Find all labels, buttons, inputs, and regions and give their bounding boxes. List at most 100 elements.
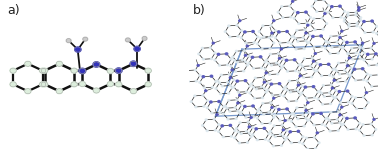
- Circle shape: [298, 71, 300, 73]
- Circle shape: [330, 84, 332, 86]
- Circle shape: [339, 37, 341, 38]
- Circle shape: [351, 96, 353, 97]
- Circle shape: [313, 86, 314, 87]
- Circle shape: [273, 20, 275, 22]
- Circle shape: [224, 105, 226, 107]
- Circle shape: [257, 43, 259, 45]
- Circle shape: [350, 74, 352, 76]
- Circle shape: [292, 35, 294, 37]
- Circle shape: [234, 107, 236, 108]
- Circle shape: [279, 42, 281, 44]
- Circle shape: [217, 53, 220, 55]
- Circle shape: [25, 89, 31, 94]
- Circle shape: [235, 50, 237, 52]
- Circle shape: [354, 117, 356, 119]
- Circle shape: [291, 114, 293, 115]
- Circle shape: [253, 42, 255, 43]
- Circle shape: [239, 142, 240, 144]
- Circle shape: [364, 108, 366, 109]
- Circle shape: [237, 110, 239, 112]
- Circle shape: [284, 139, 286, 141]
- Circle shape: [323, 96, 325, 97]
- Circle shape: [262, 103, 264, 104]
- Circle shape: [183, 76, 185, 77]
- Circle shape: [79, 68, 85, 73]
- Circle shape: [276, 62, 278, 64]
- Circle shape: [214, 52, 216, 54]
- Circle shape: [212, 86, 214, 88]
- Circle shape: [312, 113, 314, 115]
- Circle shape: [346, 90, 349, 92]
- Circle shape: [236, 25, 238, 26]
- Circle shape: [279, 64, 280, 66]
- Circle shape: [248, 55, 250, 57]
- Circle shape: [332, 17, 334, 18]
- Circle shape: [321, 17, 323, 19]
- Circle shape: [115, 68, 122, 73]
- Circle shape: [376, 64, 378, 66]
- Circle shape: [71, 68, 77, 73]
- Circle shape: [373, 119, 375, 120]
- Circle shape: [271, 134, 273, 136]
- Circle shape: [358, 10, 360, 11]
- Circle shape: [346, 42, 348, 43]
- Circle shape: [222, 136, 224, 138]
- Circle shape: [249, 85, 251, 87]
- Circle shape: [253, 86, 254, 88]
- Circle shape: [307, 24, 309, 26]
- Circle shape: [217, 53, 219, 55]
- Circle shape: [308, 119, 310, 120]
- Circle shape: [335, 90, 337, 91]
- Circle shape: [204, 90, 207, 92]
- Circle shape: [289, 131, 291, 133]
- Circle shape: [371, 20, 373, 22]
- Circle shape: [376, 33, 378, 34]
- Circle shape: [315, 0, 317, 1]
- Circle shape: [253, 68, 254, 69]
- Circle shape: [210, 75, 213, 77]
- Circle shape: [235, 71, 237, 72]
- Circle shape: [273, 42, 275, 44]
- Circle shape: [371, 20, 373, 22]
- Circle shape: [283, 88, 285, 90]
- Circle shape: [134, 46, 140, 51]
- Circle shape: [229, 77, 231, 79]
- Circle shape: [320, 112, 322, 114]
- Circle shape: [296, 80, 298, 81]
- Circle shape: [242, 59, 244, 61]
- Circle shape: [83, 37, 88, 41]
- Circle shape: [219, 112, 221, 113]
- Circle shape: [228, 74, 230, 75]
- Circle shape: [338, 91, 341, 93]
- Circle shape: [367, 53, 369, 55]
- Circle shape: [338, 62, 339, 64]
- Circle shape: [340, 16, 342, 18]
- Circle shape: [282, 129, 284, 131]
- Circle shape: [316, 70, 318, 71]
- Circle shape: [344, 18, 345, 19]
- Circle shape: [230, 65, 232, 67]
- Circle shape: [294, 37, 296, 39]
- Circle shape: [291, 121, 293, 122]
- Circle shape: [305, 97, 307, 99]
- Circle shape: [307, 120, 309, 121]
- Circle shape: [321, 46, 323, 48]
- Circle shape: [335, 97, 337, 98]
- Circle shape: [285, 59, 287, 61]
- Circle shape: [271, 94, 273, 96]
- Circle shape: [270, 53, 271, 55]
- Circle shape: [375, 53, 377, 55]
- Circle shape: [375, 53, 377, 55]
- Circle shape: [125, 38, 130, 42]
- Circle shape: [42, 82, 48, 87]
- Circle shape: [288, 80, 290, 82]
- Circle shape: [362, 48, 364, 49]
- Circle shape: [321, 92, 322, 94]
- Circle shape: [244, 31, 246, 33]
- Circle shape: [322, 29, 324, 30]
- Circle shape: [257, 111, 259, 112]
- Circle shape: [376, 26, 378, 27]
- Circle shape: [331, 6, 333, 8]
- Circle shape: [297, 12, 299, 13]
- Circle shape: [362, 68, 364, 69]
